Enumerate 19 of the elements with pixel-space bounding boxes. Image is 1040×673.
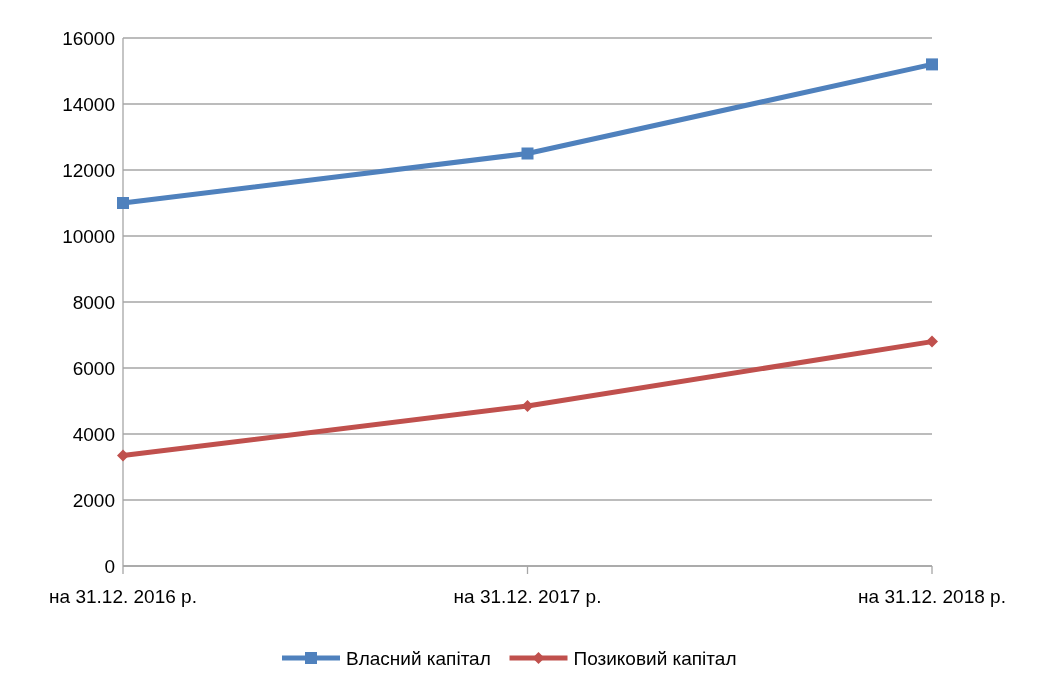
point — [117, 197, 129, 209]
y-tick-label: 2000 — [72, 489, 115, 511]
y-tick-label: 6000 — [72, 357, 115, 379]
legend-label: Позиковий капітал — [573, 647, 737, 669]
point — [521, 147, 534, 160]
x-tick-label: на 31.12. 2018 р. — [858, 586, 1006, 607]
y-tick-label: 10000 — [62, 225, 115, 247]
legend-label: Власний капітал — [346, 647, 491, 669]
point — [926, 58, 938, 71]
y-tick-label: 14000 — [62, 93, 115, 115]
y-tick-label: 16000 — [62, 27, 115, 49]
x-tick-label: на 31.12. 2016 р. — [49, 586, 197, 607]
y-tick-label: 8000 — [72, 291, 115, 313]
y-tick-label: 12000 — [62, 159, 115, 181]
y-tick-label: 0 — [104, 555, 115, 577]
y-tick-label: 4000 — [72, 423, 115, 445]
point — [926, 335, 938, 348]
x-tick-label: на 31.12. 2017 р. — [453, 586, 602, 607]
point — [117, 449, 129, 462]
